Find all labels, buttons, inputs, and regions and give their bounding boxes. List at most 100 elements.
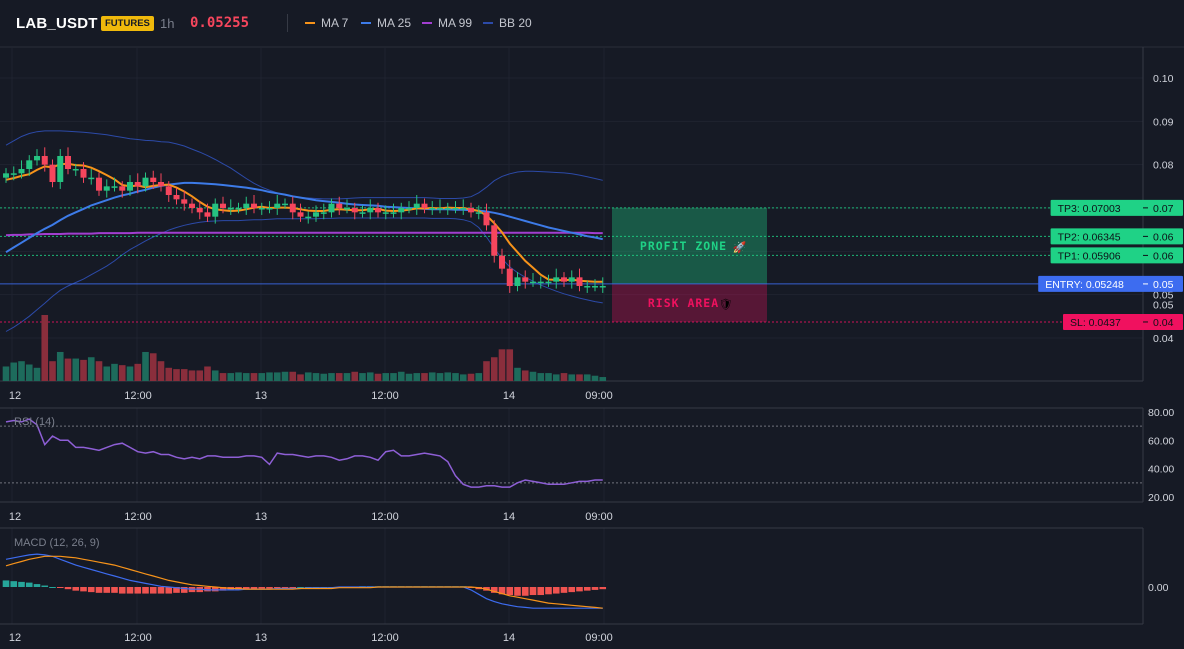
volume-bar xyxy=(599,377,607,381)
profit-zone-label: PROFIT ZONE xyxy=(640,239,727,253)
legend-ma25[interactable]: MA 25 xyxy=(361,16,411,30)
candle-body xyxy=(592,286,598,288)
macd-pane[interactable]: MACD (12, 26, 9) 0.00 xyxy=(2,537,1169,609)
candle-body xyxy=(196,208,203,213)
volume-bar xyxy=(413,373,421,381)
candle-body xyxy=(251,203,257,208)
candle-body xyxy=(599,286,606,288)
legend-ma7[interactable]: MA 7 xyxy=(305,16,348,30)
volume-bar xyxy=(56,351,64,381)
volume-bar xyxy=(421,373,428,381)
volume-bar xyxy=(188,370,196,381)
candle-body xyxy=(173,195,180,200)
volume-bar xyxy=(390,373,397,381)
candle-body xyxy=(72,169,79,171)
level-axis-label-2: 0.06 xyxy=(1153,250,1174,262)
macd-histogram-bar xyxy=(591,587,599,590)
legend-bb20[interactable]: BB 20 xyxy=(483,16,532,30)
level-label-0: TP3: 0.07003 xyxy=(1058,203,1121,215)
volume-bar xyxy=(498,349,506,381)
volume-bar xyxy=(545,373,552,381)
macd-histogram-bar xyxy=(111,587,118,593)
volume-bar xyxy=(25,364,33,381)
macd-histogram-bar xyxy=(266,587,273,589)
candle-body xyxy=(181,199,188,204)
volume-bar xyxy=(64,358,72,381)
candles[interactable] xyxy=(3,147,606,293)
profit-zone xyxy=(612,207,767,284)
volume-bar xyxy=(351,371,359,381)
candle-body xyxy=(530,281,536,284)
macd-histogram-bar xyxy=(95,587,103,593)
volume-bar xyxy=(80,359,87,381)
candle-body xyxy=(41,156,48,165)
level-label-bg-0 xyxy=(1050,199,1183,216)
bb20-swatch xyxy=(483,22,493,24)
candle-body xyxy=(576,277,583,286)
volume-bar xyxy=(258,373,266,381)
volume-bar xyxy=(312,373,320,381)
legend-ma99[interactable]: MA 99 xyxy=(422,16,472,30)
volume-bar xyxy=(149,353,157,381)
macd-histogram-bar xyxy=(204,587,211,592)
candle-body xyxy=(212,203,219,217)
candle-body xyxy=(65,156,71,169)
macd-histogram-bar xyxy=(281,587,289,588)
time-tick-label: 12 xyxy=(9,390,21,402)
macd-histogram-bar xyxy=(211,587,219,592)
volume-bar xyxy=(475,373,483,381)
ma99-swatch xyxy=(422,22,432,24)
candle-body xyxy=(243,203,250,208)
volume-bar xyxy=(568,374,576,381)
macd-histogram-bar xyxy=(173,587,180,593)
macd-histogram-bar xyxy=(2,580,10,587)
level-label-bg-3 xyxy=(1038,275,1183,292)
volume-bar xyxy=(537,373,545,381)
volume-bar xyxy=(173,369,180,381)
macd-histogram-bar xyxy=(87,587,95,593)
candle-body xyxy=(26,160,33,169)
candle-body xyxy=(351,208,358,213)
header-divider xyxy=(287,14,288,32)
rsi-pane[interactable]: RSI (14) 80.00 60.00 40.00 20.00 xyxy=(0,407,1174,504)
candle-body xyxy=(80,169,87,178)
candle-body xyxy=(165,186,172,195)
candle-body xyxy=(390,212,397,214)
volume-bar xyxy=(405,373,413,381)
volume-bar xyxy=(576,374,583,381)
volume-bar xyxy=(126,366,134,381)
volume-bar xyxy=(281,371,289,381)
candle-body xyxy=(142,177,149,187)
time-axes: 12 12:00 13 12:00 14 09:00 12 12:00 13 12:00 14 09:… xyxy=(9,390,613,644)
macd-histogram-bar xyxy=(49,587,56,588)
candle-body xyxy=(514,277,521,286)
price-tick-label: 0.04 xyxy=(1153,333,1174,345)
macd-histogram-bar xyxy=(56,587,64,588)
macd-histogram-bar xyxy=(599,587,607,590)
time-tick-label: 12:00 xyxy=(371,390,399,402)
symbol-name[interactable]: LAB_USDT xyxy=(16,15,98,32)
volume-bar xyxy=(560,373,568,381)
macd-histogram-bar xyxy=(521,587,529,596)
macd-histogram-bar xyxy=(490,587,498,593)
candle-body xyxy=(382,212,389,214)
level-lines xyxy=(0,207,1143,323)
volume-bar xyxy=(444,372,452,381)
level-labels: TP3: 0.07003 0.07 TP2: 0.06345 0.06 TP1: 0.0… xyxy=(1038,199,1183,330)
candle-body xyxy=(10,173,17,175)
volume-bar xyxy=(134,363,142,381)
volume-bar xyxy=(211,370,219,381)
candle-body xyxy=(483,212,490,226)
volume-bar xyxy=(328,373,335,381)
macd-histogram-bar xyxy=(134,587,142,594)
macd-histogram-bar xyxy=(64,587,72,590)
candle-body xyxy=(499,255,505,269)
timeframe-label[interactable]: 1h xyxy=(160,16,175,31)
level-label-1: TP2: 0.06345 xyxy=(1058,231,1121,243)
candle-body xyxy=(452,208,459,210)
volume-bar xyxy=(111,363,118,381)
level-label-bg-4 xyxy=(1063,313,1183,330)
grid-lines xyxy=(0,48,1143,624)
volume-bar xyxy=(41,315,49,381)
